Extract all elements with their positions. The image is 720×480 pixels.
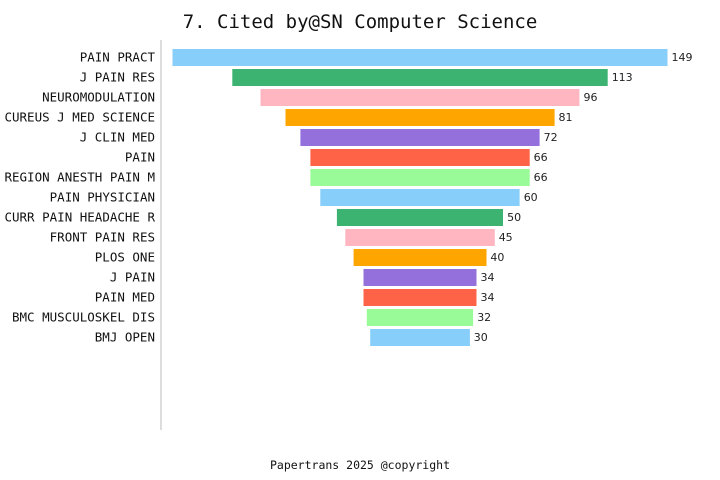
category-label: PAIN xyxy=(125,150,155,165)
category-label: PAIN MED xyxy=(95,290,155,305)
category-label: BMJ OPEN xyxy=(95,330,155,345)
bar xyxy=(353,249,487,266)
value-label: 45 xyxy=(499,231,513,244)
footer-copyright: Papertrans 2025 @copyright xyxy=(270,458,450,472)
value-label: 66 xyxy=(534,151,548,164)
category-label: PAIN PHYSICIAN xyxy=(50,190,155,205)
value-label: 40 xyxy=(490,251,504,264)
value-label: 72 xyxy=(544,131,558,144)
category-label: J PAIN xyxy=(110,270,155,285)
bar xyxy=(336,209,503,226)
value-label: 149 xyxy=(672,51,693,64)
bar xyxy=(300,129,540,146)
value-label: 96 xyxy=(584,91,598,104)
value-label: 113 xyxy=(612,71,633,84)
value-label: 66 xyxy=(534,171,548,184)
value-label: 81 xyxy=(559,111,573,124)
category-label: J PAIN RES xyxy=(80,70,155,85)
category-label: J CLIN MED xyxy=(80,130,155,145)
bar xyxy=(172,49,668,66)
category-label: FRONT PAIN RES xyxy=(50,230,155,245)
value-label: 34 xyxy=(481,291,495,304)
bar xyxy=(366,309,474,326)
chart-title: 7. Cited by@SN Computer Science xyxy=(183,11,538,33)
category-label: BMC MUSCULOSKEL DIS xyxy=(12,310,155,325)
bar xyxy=(320,189,520,206)
bar xyxy=(363,289,477,306)
bar xyxy=(310,169,530,186)
category-label: CURR PAIN HEADACHE R xyxy=(4,210,155,225)
category-label: PLOS ONE xyxy=(95,250,155,265)
bar xyxy=(260,89,580,106)
category-label: PAIN PRACT xyxy=(80,50,156,65)
value-label: 60 xyxy=(524,191,538,204)
value-label: 32 xyxy=(477,311,491,324)
value-label: 30 xyxy=(474,331,488,344)
bar xyxy=(363,269,477,286)
bars-group: PAIN PRACT 149 J PAIN RES 113 NEUROMODULATIO… xyxy=(4,49,693,346)
value-label: 50 xyxy=(507,211,521,224)
category-label: NEUROMODULATION xyxy=(42,90,155,105)
bar xyxy=(310,149,530,166)
bar xyxy=(232,69,608,86)
category-label: CUREUS J MED SCIENCE xyxy=(4,110,155,125)
bar xyxy=(285,109,555,126)
category-label: REGION ANESTH PAIN M xyxy=(4,170,155,185)
bar xyxy=(345,229,495,246)
bar xyxy=(370,329,470,346)
value-label: 34 xyxy=(481,271,495,284)
